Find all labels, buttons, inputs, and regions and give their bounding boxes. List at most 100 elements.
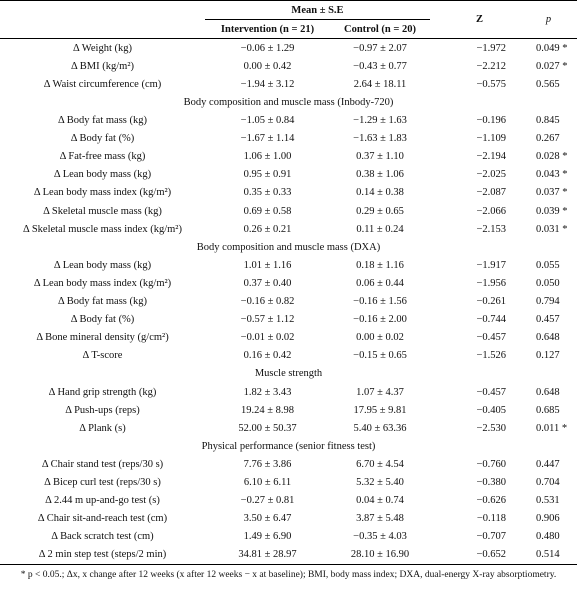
intervention-value: 3.50 ± 6.47 [243, 513, 292, 525]
intervention-value: 1.82 ± 3.43 [243, 386, 292, 398]
p-value: 0.906 [536, 513, 560, 525]
p-value: 0.028 * [536, 151, 568, 163]
intervention-value: 34.81 ± 28.97 [238, 549, 297, 561]
data-row: Δ 2.44 m up-and-go test (s) −0.27 ± 0.81 0… [0, 492, 577, 510]
p-value: 0.031 * [536, 223, 568, 235]
p-value: 0.049 * [536, 42, 568, 54]
z-value: −0.196 [476, 115, 506, 127]
data-row: Δ Plank (s) 52.00 ± 50.37 5.40 ± 63.36 −2.5… [0, 419, 577, 437]
control-value: −0.16 ± 1.56 [353, 296, 407, 308]
z-value: −0.118 [476, 513, 506, 525]
row-label: Δ Chair stand test (reps/30 s) [41, 458, 164, 470]
z-value: −2.087 [476, 187, 506, 199]
control-value: −0.15 ± 0.65 [353, 350, 407, 362]
data-row: Δ Skeletal muscle mass index (kg/m²) 0.26… [0, 220, 577, 238]
section-title: Physical performance (senior fitness tes… [201, 440, 376, 452]
data-row: Δ Push-ups (reps) 19.24 ± 8.98 17.95 ± 9.8… [0, 401, 577, 419]
row-label: Δ Chair sit-and-reach test (cm) [37, 513, 168, 525]
z-value: −1.917 [476, 259, 506, 271]
row-label: Δ Lean body mass index (kg/m²) [33, 277, 172, 289]
data-row: Δ Body fat mass (kg) −0.16 ± 0.82 −0.16 ± … [0, 293, 577, 311]
row-label: Δ Body fat (%) [70, 133, 135, 145]
control-value: 5.40 ± 63.36 [353, 422, 407, 434]
row-label: Δ Body fat mass (kg) [58, 115, 147, 127]
data-row: Δ Weight (kg) −0.06 ± 1.29 −0.97 ± 2.07 −1.… [0, 39, 577, 58]
control-value: 0.29 ± 0.65 [356, 205, 404, 217]
row-label: Δ Waist circumference (cm) [43, 78, 162, 90]
data-row: Δ Skeletal muscle mass (kg) 0.69 ± 0.58 0.… [0, 202, 577, 220]
intervention-value: 52.00 ± 50.37 [238, 422, 297, 434]
intervention-value: 19.24 ± 8.98 [240, 404, 294, 416]
section-row: Body composition and muscle mass (DXA) [0, 238, 577, 256]
control-value: 0.38 ± 1.06 [356, 169, 404, 181]
p-value: 0.685 [536, 404, 560, 416]
p-value: 0.043 * [536, 169, 568, 181]
data-row: Δ Chair sit-and-reach test (cm) 3.50 ± 6.… [0, 510, 577, 528]
intervention-value: 0.37 ± 0.40 [243, 277, 292, 289]
section-title: Body composition and muscle mass (Inbody… [183, 97, 394, 109]
header-z: Z [476, 14, 484, 26]
z-value: −1.526 [476, 350, 506, 362]
intervention-value: −0.27 ± 0.81 [240, 495, 295, 507]
z-value: −0.744 [476, 314, 506, 326]
data-row: Δ Hand grip strength (kg) 1.82 ± 3.43 1.07… [0, 383, 577, 401]
results-table: Mean ± S.E Z p Intervention (n = 21) Con… [0, 0, 577, 565]
data-row: Δ Chair stand test (reps/30 s) 7.76 ± 3.8… [0, 455, 577, 473]
data-row: Δ Waist circumference (cm) −1.94 ± 3.12 2.… [0, 75, 577, 93]
control-value: 0.37 ± 1.10 [356, 151, 404, 163]
section-title: Muscle strength [254, 368, 323, 380]
control-value: −0.16 ± 2.00 [353, 314, 407, 326]
data-row: Δ Lean body mass index (kg/m²) 0.35 ± 0.3… [0, 184, 577, 202]
p-value: 0.704 [536, 476, 560, 488]
z-value: −0.261 [476, 296, 506, 308]
intervention-value: −1.05 ± 0.84 [240, 115, 295, 127]
data-row: Δ Back scratch test (cm) 1.49 ± 6.90 −0.35… [0, 528, 577, 546]
control-value: 0.14 ± 0.38 [356, 187, 404, 199]
p-value: 0.447 [536, 458, 560, 470]
p-value: 0.027 * [536, 60, 568, 72]
p-value: 0.457 [536, 314, 560, 326]
data-row: Δ Lean body mass (kg) 0.95 ± 0.91 0.38 ± 1… [0, 166, 577, 184]
intervention-value: 0.35 ± 0.33 [243, 187, 292, 199]
intervention-value: 0.26 ± 0.21 [243, 223, 292, 235]
control-value: 0.18 ± 1.16 [356, 259, 404, 271]
header-p: p [545, 14, 552, 26]
z-value: −0.707 [476, 531, 506, 543]
control-value: 0.00 ± 0.02 [356, 332, 404, 344]
header-empty [0, 1, 205, 20]
intervention-value: 0.95 ± 0.91 [243, 169, 292, 181]
p-value: 0.648 [536, 386, 560, 398]
control-value: 28.10 ± 16.90 [350, 549, 410, 561]
control-value: 6.70 ± 4.54 [356, 458, 404, 470]
z-value: −2.153 [476, 223, 506, 235]
z-value: −0.760 [476, 458, 506, 470]
control-value: 5.32 ± 5.40 [356, 476, 404, 488]
header-empty [0, 20, 205, 39]
row-label: Δ Bone mineral density (g/cm²) [36, 332, 169, 344]
p-value: 0.127 [536, 350, 560, 362]
control-value: 3.87 ± 5.48 [356, 513, 404, 525]
header-row: Mean ± S.E Z p [0, 0, 577, 25]
p-value: 0.845 [536, 115, 560, 127]
z-value: −0.380 [476, 476, 506, 488]
z-value: −0.457 [476, 332, 506, 344]
intervention-value: −0.16 ± 0.82 [240, 296, 295, 308]
intervention-value: −1.94 ± 3.12 [240, 78, 295, 90]
data-row: Δ Lean body mass index (kg/m²) 0.37 ± 0.4… [0, 274, 577, 292]
row-label: Δ Lean body mass (kg) [53, 169, 152, 181]
footnote: * p < 0.05.; Δx, x change after 12 weeks… [20, 569, 557, 580]
z-value: −2.066 [476, 205, 506, 217]
table-body: Δ Weight (kg) −0.06 ± 1.29 −0.97 ± 2.07 −1.… [0, 39, 577, 565]
z-value: −0.457 [476, 386, 506, 398]
section-row: Physical performance (senior fitness tes… [0, 437, 577, 455]
data-row: Δ T-score 0.16 ± 0.42 −0.15 ± 0.65 −1.526 0.… [0, 347, 577, 365]
z-value: −1.109 [476, 133, 506, 145]
row-label: Δ 2.44 m up-and-go test (s) [45, 495, 160, 507]
intervention-value: 1.49 ± 6.90 [243, 531, 292, 543]
control-value: −1.29 ± 1.63 [353, 115, 407, 127]
control-value: 0.04 ± 0.74 [356, 495, 404, 507]
intervention-value: −0.06 ± 1.29 [240, 42, 295, 54]
p-value: 0.037 * [536, 187, 568, 199]
row-label: Δ Plank (s) [79, 422, 126, 434]
